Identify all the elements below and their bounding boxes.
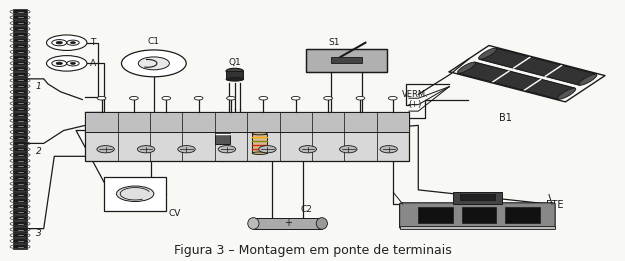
Text: Q1: Q1 — [228, 58, 241, 67]
Circle shape — [388, 96, 397, 100]
Text: C2: C2 — [300, 205, 312, 214]
Bar — [418, 207, 452, 223]
FancyBboxPatch shape — [399, 203, 555, 229]
Ellipse shape — [316, 218, 328, 229]
Bar — [215, 133, 230, 144]
Ellipse shape — [252, 152, 267, 155]
Bar — [86, 112, 409, 132]
Text: S1: S1 — [329, 38, 340, 46]
Ellipse shape — [252, 132, 267, 135]
Text: FTE: FTE — [546, 200, 563, 210]
Bar — [306, 49, 387, 72]
Circle shape — [138, 146, 155, 153]
Text: VERM.
(+): VERM. (+) — [402, 90, 429, 109]
Text: T: T — [90, 38, 95, 47]
Text: D1: D1 — [208, 146, 219, 155]
Circle shape — [194, 96, 203, 100]
Bar — [104, 177, 166, 211]
Circle shape — [98, 96, 106, 100]
Circle shape — [299, 146, 316, 153]
Circle shape — [218, 146, 236, 153]
Circle shape — [138, 57, 169, 70]
Ellipse shape — [226, 68, 243, 74]
Bar — [253, 218, 322, 229]
Text: +: + — [284, 218, 292, 228]
Bar — [399, 226, 555, 229]
Text: B1: B1 — [499, 112, 512, 123]
Bar — [86, 112, 409, 162]
Circle shape — [339, 146, 357, 153]
Bar — [13, 9, 27, 249]
Circle shape — [227, 96, 236, 100]
Ellipse shape — [479, 48, 497, 59]
Ellipse shape — [46, 35, 87, 50]
Text: 2: 2 — [36, 147, 41, 156]
Circle shape — [121, 50, 186, 77]
Text: Figura 3 – Montagem em ponte de terminais: Figura 3 – Montagem em ponte de terminai… — [174, 244, 451, 257]
Circle shape — [129, 96, 138, 100]
Polygon shape — [479, 48, 596, 85]
Text: R1: R1 — [271, 139, 282, 148]
Text: 1: 1 — [36, 82, 41, 91]
Circle shape — [380, 146, 398, 153]
Circle shape — [56, 62, 63, 65]
Bar — [462, 207, 496, 223]
Ellipse shape — [458, 62, 476, 73]
Ellipse shape — [579, 74, 597, 85]
Circle shape — [56, 41, 63, 44]
Text: A: A — [90, 59, 96, 68]
Circle shape — [97, 146, 114, 153]
Circle shape — [324, 96, 332, 100]
Bar — [460, 194, 495, 200]
Text: C1: C1 — [148, 37, 160, 46]
Circle shape — [116, 186, 154, 201]
Bar — [506, 207, 539, 223]
Circle shape — [71, 62, 76, 64]
Bar — [226, 71, 243, 79]
Circle shape — [259, 146, 276, 153]
Circle shape — [162, 96, 171, 100]
Bar — [252, 134, 267, 153]
Ellipse shape — [226, 78, 243, 81]
Bar — [452, 192, 503, 204]
Ellipse shape — [558, 88, 576, 99]
Circle shape — [356, 96, 365, 100]
Text: CV: CV — [168, 209, 181, 218]
Ellipse shape — [46, 56, 87, 71]
Polygon shape — [458, 62, 575, 99]
Text: 3: 3 — [36, 229, 41, 238]
Ellipse shape — [248, 218, 259, 229]
Circle shape — [71, 42, 76, 44]
Circle shape — [259, 96, 268, 100]
Bar — [306, 49, 387, 72]
Circle shape — [291, 96, 300, 100]
Bar — [331, 57, 362, 63]
Circle shape — [177, 146, 195, 153]
